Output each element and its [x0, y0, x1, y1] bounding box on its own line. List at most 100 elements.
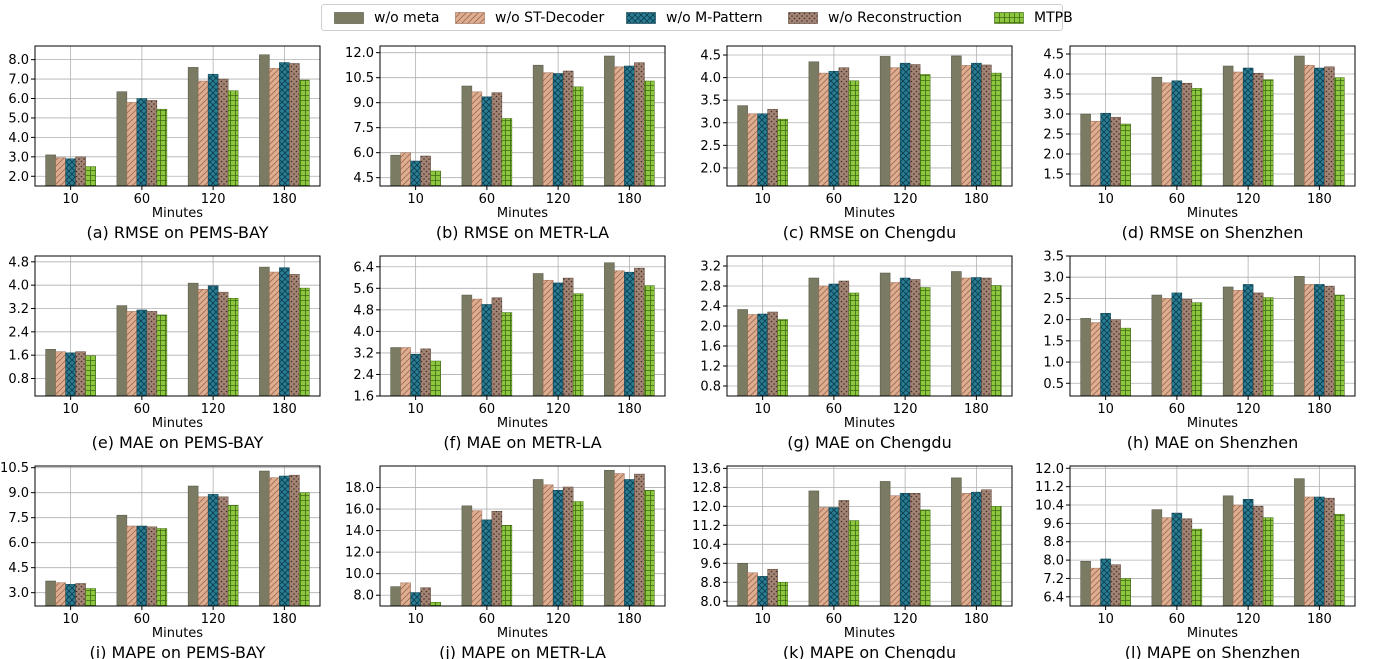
y-tick-label: 4.0 — [8, 279, 29, 294]
y-tick-label: 2.4 — [8, 325, 29, 340]
bar-w-o-meta-10 — [45, 349, 56, 397]
bar-mtpb-60 — [848, 520, 860, 607]
bar-w-o-st-decoder-180 — [961, 493, 972, 607]
bar-w-o-st-decoder-60 — [471, 510, 483, 607]
y-tick-label: 10.0 — [345, 567, 374, 582]
x-tick-label: 180 — [1307, 192, 1332, 207]
bar-mtpb-180 — [1334, 513, 1345, 607]
bar-w-o-st-decoder-180 — [269, 271, 280, 397]
bar-w-o-meta-60 — [1151, 509, 1163, 607]
subplot-caption: (a) RMSE on PEMS-BAY — [86, 223, 268, 242]
y-tick-label: 3.2 — [8, 302, 29, 317]
bar-mtpb-60 — [501, 312, 513, 397]
bar-w-o-reconstruction-60 — [491, 92, 503, 187]
y-tick-label: 4.0 — [8, 131, 29, 146]
bar-w-o-meta-60 — [116, 514, 128, 607]
y-tick-label: 10.4 — [1035, 499, 1064, 514]
bar-w-o-m-pattern-60 — [828, 507, 840, 607]
bar-w-o-meta-180 — [259, 54, 270, 187]
x-axis-label: Minutes — [844, 626, 895, 641]
bar-mtpb-10 — [430, 170, 441, 187]
bar-w-o-reconstruction-60 — [146, 311, 158, 397]
bar-w-o-st-decoder-10 — [747, 572, 758, 607]
y-tick-label: 3.0 — [700, 116, 721, 131]
bar-mtpb-180 — [299, 492, 310, 607]
bar-mtpb-120 — [572, 86, 584, 187]
bar-w-o-m-pattern-180 — [279, 475, 290, 607]
bar-w-o-meta-60 — [1151, 76, 1163, 187]
y-tick-label: 7.5 — [8, 511, 29, 526]
bar-w-o-st-decoder-10 — [1090, 567, 1101, 607]
bar-w-o-reconstruction-120 — [562, 277, 574, 397]
bar-w-o-meta-10 — [45, 154, 56, 187]
x-tick-label: 10 — [62, 402, 79, 417]
y-tick-label: 0.8 — [700, 380, 721, 395]
bar-mtpb-10 — [85, 355, 96, 397]
y-tick-label: 6.0 — [8, 536, 29, 551]
bar-w-o-reconstruction-10 — [420, 348, 431, 397]
bar-mtpb-10 — [777, 582, 788, 607]
axes-frame — [34, 465, 321, 607]
y-tick-label: 3.5 — [700, 94, 721, 109]
x-tick-label: 120 — [893, 192, 918, 207]
y-tick-label: 4.5 — [700, 49, 721, 64]
y-tick-label: 9.6 — [1043, 517, 1064, 532]
bar-w-o-reconstruction-180 — [981, 489, 992, 607]
bar-w-o-m-pattern-10 — [757, 313, 768, 397]
x-axis-label: Minutes — [152, 206, 203, 221]
subplot-7: 0.8 1.2 1.6 2.0 2.4 2.8 3.2 10 60 120 180 Minutes (g… — [700, 255, 1013, 452]
y-tick-label: 2.4 — [353, 368, 374, 383]
bar-w-o-meta-180 — [1294, 276, 1305, 397]
y-tick-label: 13.6 — [692, 462, 721, 477]
subplot-2: 4.5 6.0 7.5 9.0 10.5 12.0 10 60 120 180 Minutes (b)… — [345, 45, 666, 242]
bar-w-o-st-decoder-10 — [55, 351, 66, 397]
bar-w-o-m-pattern-180 — [624, 479, 635, 607]
bar-w-o-st-decoder-120 — [889, 495, 901, 607]
bar-w-o-m-pattern-60 — [136, 309, 148, 397]
y-tick-label: 3.0 — [8, 586, 29, 601]
y-tick-label: 4.8 — [353, 303, 374, 318]
y-tick-label: 1.6 — [353, 390, 374, 405]
x-tick-label: 10 — [754, 402, 771, 417]
y-tick-label: 9.0 — [353, 96, 374, 111]
bar-w-o-meta-120 — [187, 485, 199, 607]
axes-frame — [1069, 45, 1356, 187]
bar-w-o-m-pattern-60 — [481, 519, 493, 607]
axes-frame — [34, 45, 321, 187]
y-tick-label: 12.0 — [345, 546, 374, 561]
bar-w-o-meta-180 — [1294, 55, 1305, 187]
bar-w-o-meta-10 — [390, 586, 401, 607]
bar-w-o-meta-60 — [461, 85, 473, 187]
bar-w-o-st-decoder-180 — [269, 477, 280, 607]
axes-frame — [726, 45, 1013, 187]
bar-w-o-m-pattern-120 — [207, 494, 219, 607]
y-tick-label: 1.5 — [1043, 334, 1064, 349]
bar-w-o-st-decoder-180 — [614, 473, 625, 607]
bar-w-o-reconstruction-120 — [217, 78, 229, 187]
x-tick-label: 120 — [1236, 402, 1261, 417]
bar-w-o-st-decoder-10 — [55, 582, 66, 607]
y-tick-label: 1.0 — [1043, 356, 1064, 371]
bar-w-o-meta-180 — [604, 55, 615, 187]
bar-w-o-reconstruction-10 — [767, 108, 778, 187]
bar-w-o-st-decoder-60 — [818, 507, 830, 607]
bar-w-o-meta-180 — [604, 470, 615, 607]
bar-w-o-st-decoder-60 — [471, 298, 483, 397]
bar-w-o-st-decoder-180 — [961, 65, 972, 187]
bar-w-o-st-decoder-60 — [126, 311, 138, 397]
bar-w-o-reconstruction-120 — [909, 493, 921, 607]
bar-w-o-st-decoder-10 — [747, 113, 758, 187]
bar-w-o-m-pattern-10 — [410, 354, 421, 397]
x-tick-label: 60 — [826, 612, 843, 627]
subplot-12: 6.4 7.2 8.0 8.8 9.6 10.4 11.2 12.0 10 60 120 180 Min… — [1035, 462, 1356, 659]
axes-frame — [1069, 255, 1356, 397]
bar-mtpb-60 — [1191, 88, 1203, 187]
y-tick-label: 4.0 — [1043, 68, 1064, 83]
y-tick-label: 2.0 — [1043, 148, 1064, 163]
x-tick-label: 10 — [754, 192, 771, 207]
x-tick-label: 60 — [479, 192, 496, 207]
y-tick-label: 18.0 — [345, 481, 374, 496]
bar-w-o-m-pattern-60 — [1171, 292, 1183, 397]
subplot-caption: (e) MAE on PEMS-BAY — [92, 433, 264, 452]
bar-w-o-st-decoder-120 — [197, 80, 209, 187]
